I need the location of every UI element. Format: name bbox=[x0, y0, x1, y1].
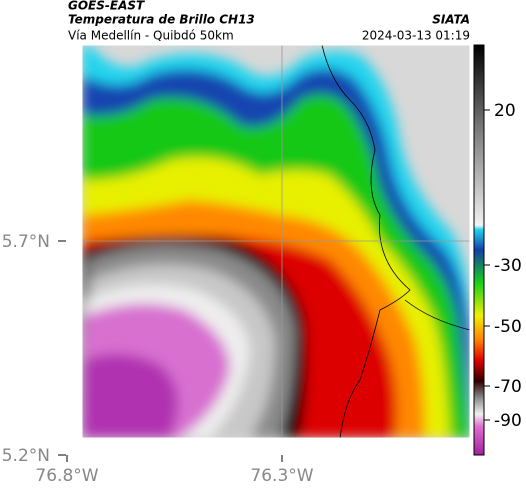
route: Vía Medellín - Quibdó 50km bbox=[68, 29, 234, 43]
colorbar-tick-label: -90 bbox=[494, 411, 522, 431]
colorbar-tick-label: -70 bbox=[494, 377, 522, 397]
lon-label: 76.3°W bbox=[250, 466, 313, 486]
lat-label: 5.2°N bbox=[2, 446, 50, 466]
timestamp: 2024-03-13 01:19 bbox=[362, 29, 470, 43]
colorbar-tick-label: -30 bbox=[494, 256, 522, 276]
colorbar-tick-label: 20 bbox=[494, 101, 516, 121]
lon-label: 76.8°W bbox=[35, 466, 98, 486]
brightness-field bbox=[82, 45, 470, 438]
colorbar bbox=[473, 44, 485, 456]
title: GOES-EAST bbox=[68, 0, 145, 13]
subtitle: Temperatura de Brillo CH13 bbox=[68, 13, 255, 27]
source: SIATA bbox=[432, 13, 470, 27]
colorbar-tick-label: -50 bbox=[494, 317, 522, 337]
lat-label: 5.7°N bbox=[2, 232, 50, 252]
